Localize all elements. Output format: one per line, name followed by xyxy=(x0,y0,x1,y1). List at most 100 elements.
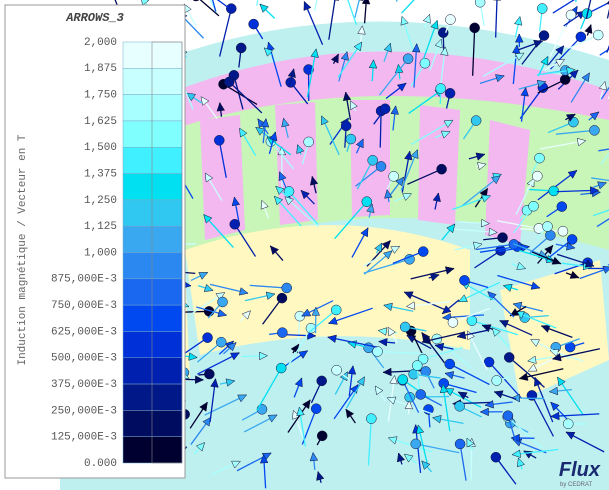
arrow-head xyxy=(309,175,319,186)
arrow-head xyxy=(379,103,391,115)
arrow-head xyxy=(199,401,208,412)
arrow-head xyxy=(275,362,287,374)
arrow-head xyxy=(327,334,337,343)
arrow-head xyxy=(445,14,456,25)
legend-swatch xyxy=(122,68,183,95)
arrow-head xyxy=(141,0,150,6)
arrow-head xyxy=(443,119,454,129)
arrow-shaft xyxy=(600,152,609,165)
arrow-head xyxy=(527,363,538,372)
arrow-head xyxy=(516,261,527,270)
arrow-head xyxy=(278,171,287,182)
arrow-head xyxy=(374,385,384,396)
arrow-head xyxy=(454,401,465,412)
arrow-shaft xyxy=(508,356,545,388)
arrow-head xyxy=(545,230,556,241)
arrow-head xyxy=(512,44,521,54)
arrow-head xyxy=(491,327,501,337)
arrow-head xyxy=(281,282,292,294)
arrow-head xyxy=(474,0,486,8)
arrow-head xyxy=(419,57,431,69)
arrow-head xyxy=(345,133,357,145)
legend-swatch xyxy=(122,383,183,411)
arrow-shaft xyxy=(591,177,609,182)
arrow-head xyxy=(435,83,446,94)
legend-swatch xyxy=(122,252,183,280)
arrow-head xyxy=(520,87,529,97)
arrow-head xyxy=(241,310,252,320)
arrow-head xyxy=(436,163,447,175)
arrow-head xyxy=(483,356,495,368)
arrow-head xyxy=(440,46,449,56)
arrow-shaft xyxy=(367,418,372,466)
legend-swatch xyxy=(122,410,183,437)
arrow-head xyxy=(303,136,314,148)
arrow-shaft xyxy=(552,0,575,14)
arrow-head xyxy=(491,375,502,386)
arrow-head xyxy=(276,292,288,304)
arrow-head xyxy=(217,309,228,318)
arrow-shaft xyxy=(211,0,217,12)
arrow-head xyxy=(345,408,355,419)
rotor-magnet-2 xyxy=(500,260,609,400)
arrow-head xyxy=(576,137,587,147)
legend-label: 375,000E-3 xyxy=(51,379,117,391)
arrow-head xyxy=(298,350,309,359)
arrow-head xyxy=(415,389,426,400)
arrow-shaft xyxy=(407,168,442,185)
arrow-head xyxy=(269,245,280,256)
arrow-head xyxy=(231,460,242,469)
arrow-head xyxy=(477,162,487,171)
arrow-head xyxy=(402,53,414,64)
arrow-head xyxy=(527,355,537,364)
arrow-shaft xyxy=(223,83,258,106)
arrow-shaft xyxy=(218,8,232,57)
arrow-head xyxy=(375,161,387,172)
arrow-head xyxy=(255,126,265,136)
arrow-head xyxy=(502,410,514,421)
legend-swatch xyxy=(122,94,183,122)
arrow-head xyxy=(342,91,352,102)
arrow-head xyxy=(469,22,480,34)
arrow-shaft xyxy=(495,456,517,485)
arrow-head xyxy=(434,38,443,49)
arrow-head xyxy=(296,144,305,154)
arrow-head xyxy=(544,244,554,255)
arrow-head xyxy=(606,0,609,5)
arrow-head xyxy=(239,127,248,138)
arrow-head xyxy=(377,327,388,336)
legend-swatch xyxy=(122,41,183,69)
arrow-head xyxy=(195,375,205,384)
arrow-head xyxy=(227,342,237,352)
arrow-head xyxy=(555,59,566,68)
arrow-head xyxy=(411,43,421,53)
arrow-shaft xyxy=(452,307,491,323)
arrow-head xyxy=(488,227,498,237)
arrow-shaft xyxy=(363,258,410,274)
arrow-head xyxy=(389,374,398,385)
arrow-head xyxy=(195,442,206,452)
arrow-shaft xyxy=(379,58,409,96)
arrow-head xyxy=(238,287,249,296)
arrow-head xyxy=(229,352,240,361)
arrow-head xyxy=(402,193,413,201)
arrow-shaft xyxy=(218,140,227,178)
arrow-head xyxy=(330,304,342,316)
arrow-head xyxy=(202,332,213,343)
arrow-head xyxy=(186,92,196,102)
arrow-head xyxy=(514,52,525,61)
arrow-head xyxy=(384,189,393,199)
arrow-head xyxy=(224,76,235,88)
arrow-shaft xyxy=(314,0,318,11)
arrow-shaft xyxy=(249,284,287,289)
arrow-shaft xyxy=(513,205,535,234)
legend-swatch xyxy=(122,331,183,358)
arrow-head xyxy=(447,317,459,328)
arrow-head xyxy=(215,336,227,348)
arrow-head xyxy=(235,42,247,54)
arrow-head xyxy=(589,111,600,121)
arrow-head xyxy=(395,176,405,187)
arrow-head xyxy=(589,125,600,136)
arrow-head xyxy=(490,451,502,463)
